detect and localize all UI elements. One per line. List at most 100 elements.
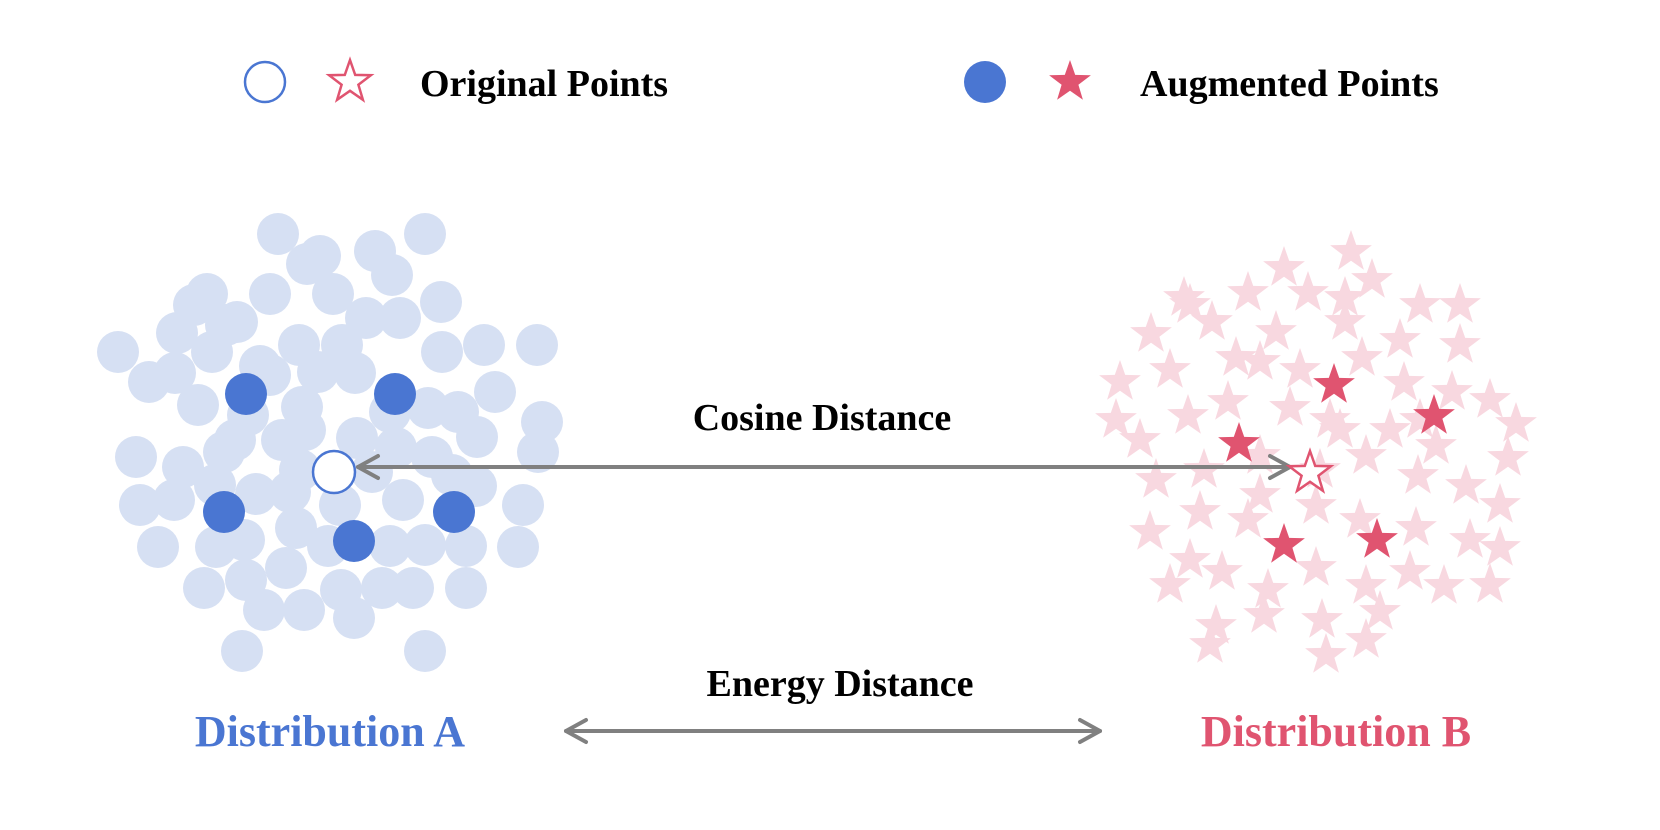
distribution-a-point [283,589,325,631]
distribution-a-point [404,213,446,255]
distribution-b-point [1201,550,1243,590]
distribution-b-point [1479,526,1521,566]
distribution-b-point [1487,436,1529,476]
augmented-point-a [333,520,375,562]
distribution-b-point [1239,340,1281,380]
distribution-a-point [421,331,463,373]
original-point-a [313,451,355,493]
distribution-b-point [1399,283,1441,323]
distribution-b-point [1389,550,1431,590]
distribution-b-point [1129,510,1171,550]
distribution-b-cloud [1095,230,1537,673]
distribution-b-point [1415,424,1457,464]
distribution-b-point [1295,546,1337,586]
distribution-a-point [474,371,516,413]
distribution-a-point [243,589,285,631]
distribution-b-point [1395,506,1437,546]
distribution-a-point [137,526,179,568]
distribution-a-point [404,630,446,672]
distribution-a-point [333,597,375,639]
distribution-a-point [502,484,544,526]
distribution-b-point [1167,394,1209,434]
distribution-b-point [1439,283,1481,323]
distribution-b-point [1305,633,1347,673]
distribution-b-point [1397,454,1439,494]
distribution-b-point [1445,464,1487,504]
distribution-b-point [1179,490,1221,530]
augmented-point-b [1263,523,1305,563]
distribution-a-point [97,331,139,373]
distribution-b-point [1439,323,1481,363]
distribution-a-point [497,526,539,568]
distribution-b-label: Distribution B [1201,707,1471,756]
distribution-b-point [1207,380,1249,420]
augmented-point-b [1313,363,1355,403]
distribution-a-point [221,630,263,672]
legend-augmented-circle-icon [964,61,1006,103]
distribution-a-point [420,281,462,323]
distribution-a-point [404,524,446,566]
distribution-a-point [265,547,307,589]
distribution-a-point [153,479,195,521]
distribution-a-label: Distribution A [195,707,465,756]
distribution-b-point [1195,604,1237,644]
distribution-b-point [1149,348,1191,388]
distribution-b-point [1423,564,1465,604]
distribution-a-point [431,454,473,496]
distribution-b-point [1119,418,1161,458]
distribution-a-point [379,297,421,339]
augmented-point-a [203,491,245,533]
distribution-b-point [1301,598,1343,638]
distribution-a-point [177,384,219,426]
distribution-a-point [214,419,256,461]
distribution-a-point [392,567,434,609]
legend: Original Points Augmented Points [245,60,1439,105]
distribution-b-point [1345,618,1387,658]
energy-distance-arrow [566,720,1100,742]
distribution-b-point [1135,458,1177,498]
distribution-a-point [382,479,424,521]
distribution-b-point [1295,484,1337,524]
distribution-b-point [1379,318,1421,358]
distribution-b-point [1469,378,1511,418]
distribution-a-point [299,235,341,277]
augmented-point-a [374,373,416,415]
distribution-b-point [1383,361,1425,401]
distribution-b-point [1479,483,1521,523]
distribution-a-point [284,409,326,451]
distribution-a-point [128,361,170,403]
distribution-b-point [1247,568,1289,608]
distribution-a-point [249,273,291,315]
augmented-point-a [433,491,475,533]
distribution-b-point [1243,593,1285,633]
distribution-a-point [115,436,157,478]
distribution-b-point [1279,348,1321,388]
distribution-b-point [1330,230,1372,270]
distribution-a-point [516,324,558,366]
legend-augmented-star-icon [1049,60,1091,100]
distribution-b-point [1130,312,1172,352]
distribution-a-point [183,567,225,609]
distribution-b-point [1449,518,1491,558]
distribution-a-point [205,304,247,346]
distribution-b-point [1269,386,1311,426]
distribution-b-point [1095,398,1137,438]
distribution-b-point [1495,402,1537,442]
legend-original-star-icon [329,60,371,100]
distribution-b-point [1169,538,1211,578]
distribution-b-point [1469,563,1511,603]
legend-original-circle-icon [245,62,285,102]
distribution-b-point [1341,336,1383,376]
distribution-a-point [334,352,376,394]
distribution-b-point [1189,623,1231,663]
distribution-b-point [1099,360,1141,400]
distribution-b-point [1255,310,1297,350]
energy-distance-label: Energy Distance [706,663,973,705]
legend-original-label: Original Points [420,63,668,105]
distribution-b-point [1227,271,1269,311]
distribution-a-point [456,416,498,458]
cosine-distance-label: Cosine Distance [693,397,952,439]
distribution-a-point [463,324,505,366]
legend-augmented-label: Augmented Points [1140,63,1439,105]
